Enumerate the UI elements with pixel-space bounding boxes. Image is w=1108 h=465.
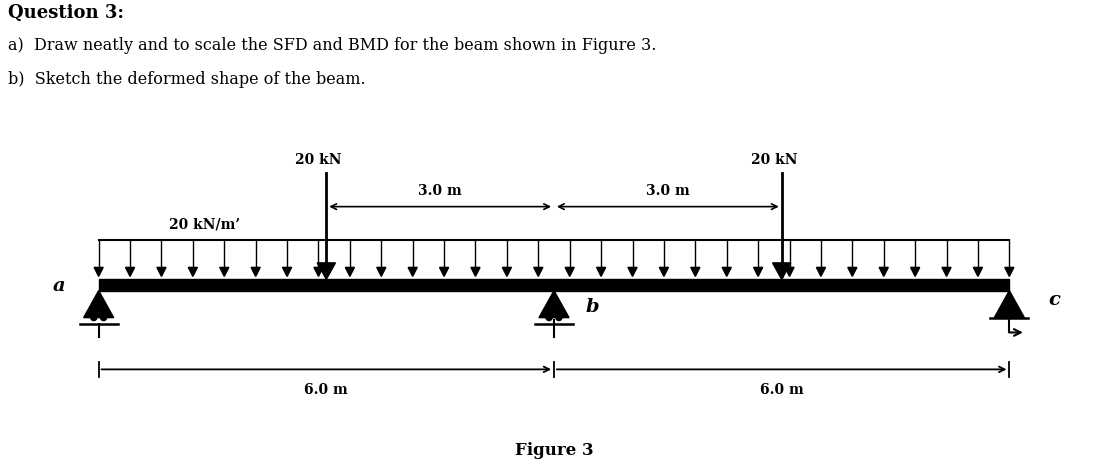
Text: 20 kN/m’: 20 kN/m’ bbox=[170, 217, 240, 232]
Polygon shape bbox=[596, 267, 606, 276]
Polygon shape bbox=[659, 267, 668, 276]
Polygon shape bbox=[440, 267, 449, 276]
Text: a)  Draw neatly and to scale the SFD and BMD for the beam shown in Figure 3.: a) Draw neatly and to scale the SFD and … bbox=[8, 38, 656, 54]
Polygon shape bbox=[690, 267, 700, 276]
Text: Question 3:: Question 3: bbox=[8, 4, 124, 22]
Polygon shape bbox=[188, 267, 197, 276]
Polygon shape bbox=[772, 263, 791, 279]
Polygon shape bbox=[83, 291, 114, 318]
Polygon shape bbox=[628, 267, 637, 276]
Text: 3.0 m: 3.0 m bbox=[419, 184, 462, 198]
Polygon shape bbox=[283, 267, 291, 276]
Polygon shape bbox=[252, 267, 260, 276]
Bar bbox=[99, 279, 1009, 291]
Polygon shape bbox=[565, 267, 574, 276]
Polygon shape bbox=[125, 267, 134, 276]
Polygon shape bbox=[408, 267, 418, 276]
Polygon shape bbox=[784, 267, 794, 276]
Text: 6.0 m: 6.0 m bbox=[305, 383, 348, 397]
Circle shape bbox=[546, 315, 552, 320]
Text: 20 kN: 20 kN bbox=[751, 153, 798, 167]
Polygon shape bbox=[219, 267, 229, 276]
Text: b: b bbox=[586, 298, 599, 316]
Polygon shape bbox=[471, 267, 480, 276]
Text: Figure 3: Figure 3 bbox=[515, 441, 593, 458]
Polygon shape bbox=[1005, 267, 1014, 276]
Polygon shape bbox=[817, 267, 825, 276]
Text: 20 kN: 20 kN bbox=[296, 153, 342, 167]
Polygon shape bbox=[317, 263, 336, 279]
Polygon shape bbox=[534, 267, 543, 276]
Polygon shape bbox=[346, 267, 355, 276]
Text: a: a bbox=[53, 277, 65, 295]
Text: c: c bbox=[1049, 291, 1060, 309]
Polygon shape bbox=[722, 267, 731, 276]
Polygon shape bbox=[157, 267, 166, 276]
Text: 3.0 m: 3.0 m bbox=[646, 184, 689, 198]
Polygon shape bbox=[502, 267, 512, 276]
Polygon shape bbox=[753, 267, 762, 276]
Circle shape bbox=[101, 315, 106, 320]
Polygon shape bbox=[848, 267, 856, 276]
Circle shape bbox=[91, 315, 96, 320]
Polygon shape bbox=[994, 291, 1025, 318]
Text: b)  Sketch the deformed shape of the beam.: b) Sketch the deformed shape of the beam… bbox=[8, 71, 366, 88]
Polygon shape bbox=[942, 267, 951, 276]
Polygon shape bbox=[974, 267, 983, 276]
Text: 6.0 m: 6.0 m bbox=[760, 383, 803, 397]
Polygon shape bbox=[911, 267, 920, 276]
Polygon shape bbox=[879, 267, 889, 276]
Polygon shape bbox=[538, 291, 570, 318]
Polygon shape bbox=[94, 267, 103, 276]
Polygon shape bbox=[377, 267, 386, 276]
Polygon shape bbox=[314, 267, 324, 276]
Circle shape bbox=[556, 315, 562, 320]
